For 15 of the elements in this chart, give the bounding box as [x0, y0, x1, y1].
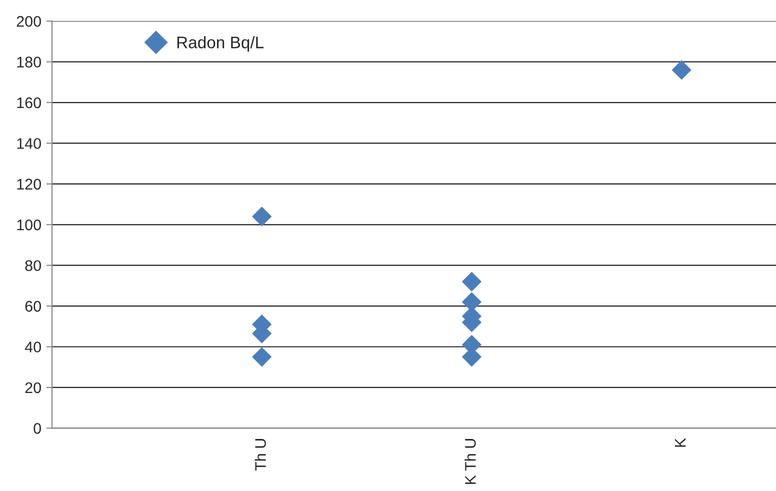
y-tick-label: 80 — [25, 260, 41, 272]
y-tick-label: 40 — [24, 342, 41, 352]
x-tick-label: Th U — [254, 439, 266, 471]
y-tick-label: 60 — [25, 300, 41, 312]
legend-label: Radon Bq/L — [177, 36, 264, 52]
x-tick-label: K — [675, 438, 686, 447]
y-tick-label: 160 — [17, 97, 41, 108]
y-tick-label: 100 — [17, 220, 41, 230]
y-tick-label: 120 — [17, 178, 41, 190]
y-tick-label: 20 — [25, 382, 41, 394]
y-tick-label: 180 — [17, 56, 41, 68]
y-tick-label: 0 — [34, 423, 41, 434]
y-tick-label: 200 — [16, 16, 41, 27]
y-tick-label: 140 — [17, 138, 41, 149]
x-tick-label: K Th U — [464, 439, 476, 484]
